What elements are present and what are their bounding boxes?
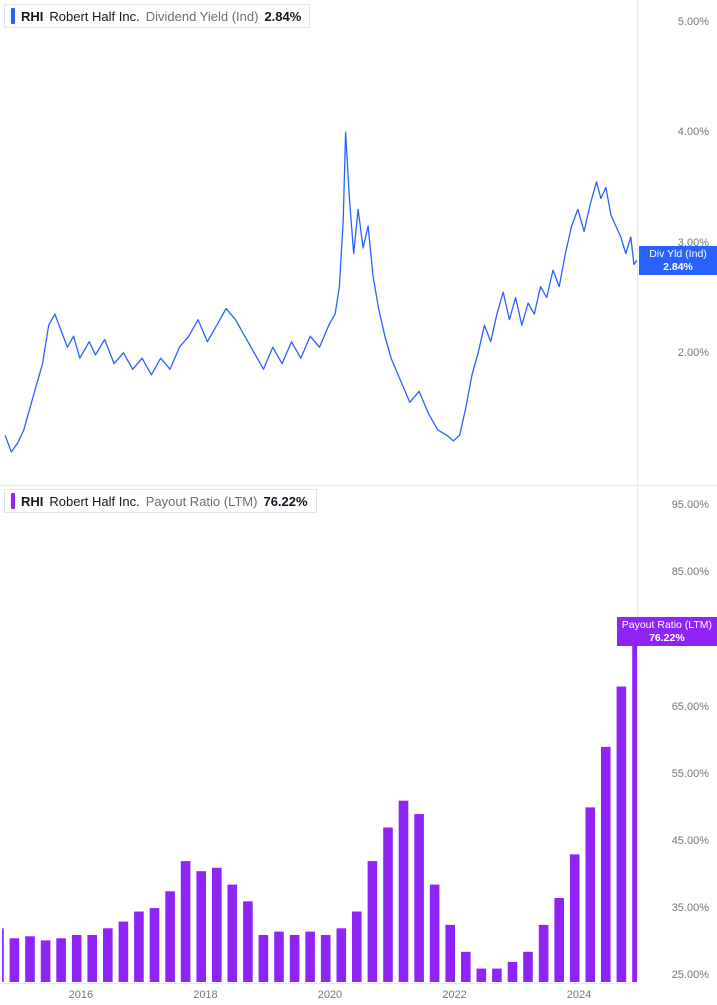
legend-color-chip — [11, 8, 15, 24]
bottom-plot-area[interactable] — [2, 485, 637, 982]
xtick-label: 2016 — [69, 989, 93, 1001]
legend-ticker: RHI — [21, 494, 43, 509]
chart-container: RHI Robert Half Inc. Dividend Yield (Ind… — [0, 0, 717, 1005]
legend-metric: Dividend Yield (Ind) — [146, 9, 259, 24]
legend-value: 76.22% — [263, 494, 307, 509]
payout-bar — [10, 938, 20, 982]
legend-company: Robert Half Inc. — [49, 9, 139, 24]
ytick-label: 55.00% — [672, 768, 709, 780]
payout-bar — [305, 932, 315, 982]
top-plot-area[interactable] — [2, 0, 637, 485]
ytick-label: 2.00% — [678, 347, 709, 359]
legend-value: 2.84% — [264, 9, 301, 24]
payout-bar — [445, 925, 455, 982]
legend-metric: Payout Ratio (LTM) — [146, 494, 258, 509]
payout-bar — [477, 969, 487, 982]
bottom-legend: RHI Robert Half Inc. Payout Ratio (LTM) … — [4, 489, 317, 513]
payout-bar — [508, 962, 518, 982]
payout-bar — [72, 935, 82, 982]
payout-bar — [601, 747, 611, 982]
xtick-label: 2018 — [193, 989, 217, 1001]
xtick-label: 2020 — [318, 989, 342, 1001]
payout-bar — [274, 932, 284, 982]
payout-bar — [243, 901, 253, 982]
xtick-label: 2022 — [442, 989, 466, 1001]
payout-bar — [259, 935, 269, 982]
ytick-label: 95.00% — [672, 499, 709, 511]
payout-bar — [212, 868, 222, 982]
payout-bar — [150, 908, 160, 982]
top-legend: RHI Robert Half Inc. Dividend Yield (Ind… — [4, 4, 310, 28]
payout-bar — [2, 928, 4, 982]
bar-chart-svg — [2, 485, 637, 982]
badge-title: Div Yld (Ind) — [644, 248, 712, 261]
top-yaxis: 5.00%4.00%3.00%2.00% — [637, 0, 717, 485]
payout-bar — [196, 871, 206, 982]
payout-bar — [352, 912, 362, 983]
payout-bar — [181, 861, 191, 982]
badge-value: 2.84% — [644, 261, 712, 274]
payout-bar — [570, 854, 580, 982]
payout-bar — [414, 814, 424, 982]
bottom-pane: RHI Robert Half Inc. Payout Ratio (LTM) … — [0, 485, 717, 1005]
payout-bar — [492, 969, 502, 982]
ytick-label: 25.00% — [672, 969, 709, 981]
bottom-yaxis: 95.00%85.00%75.00%65.00%55.00%45.00%35.0… — [637, 485, 717, 982]
payout-bar — [586, 807, 596, 982]
legend-color-chip — [11, 493, 15, 509]
badge-title: Payout Ratio (LTM) — [622, 619, 712, 632]
payout-bar — [165, 891, 175, 982]
ytick-label: 45.00% — [672, 835, 709, 847]
payout-bar — [617, 687, 627, 983]
payout-bar — [539, 925, 549, 982]
payout-bar — [119, 922, 129, 982]
payout-bar — [41, 940, 51, 982]
payout-bar — [554, 898, 564, 982]
ytick-label: 35.00% — [672, 902, 709, 914]
payout-bar — [337, 928, 347, 982]
ytick-label: 5.00% — [678, 16, 709, 28]
ytick-label: 4.00% — [678, 126, 709, 138]
dividend-yield-line — [5, 132, 637, 452]
xaxis: 2016 2018 2020 2022 2024 — [0, 983, 635, 1005]
payout-bar — [228, 885, 238, 982]
payout-bar — [430, 885, 440, 982]
payout-bar — [383, 828, 393, 983]
payout-bar — [399, 801, 409, 982]
ytick-label: 65.00% — [672, 701, 709, 713]
line-chart-svg — [2, 0, 637, 485]
payout-bar — [290, 935, 300, 982]
payout-bar — [25, 936, 35, 982]
payout-bar — [87, 935, 97, 982]
badge-value: 76.22% — [622, 632, 712, 645]
payout-bar — [103, 928, 113, 982]
payout-bar — [461, 952, 471, 982]
payout-bar — [523, 952, 533, 982]
xtick-label: 2024 — [567, 989, 591, 1001]
legend-ticker: RHI — [21, 9, 43, 24]
top-value-badge: Div Yld (Ind) 2.84% — [639, 246, 717, 275]
bottom-value-badge: Payout Ratio (LTM) 76.22% — [617, 617, 717, 646]
top-pane: RHI Robert Half Inc. Dividend Yield (Ind… — [0, 0, 717, 485]
payout-bar — [134, 912, 144, 983]
payout-bar — [368, 861, 378, 982]
payout-bar — [56, 938, 66, 982]
ytick-label: 85.00% — [672, 566, 709, 578]
payout-bar — [321, 935, 331, 982]
legend-company: Robert Half Inc. — [49, 494, 139, 509]
